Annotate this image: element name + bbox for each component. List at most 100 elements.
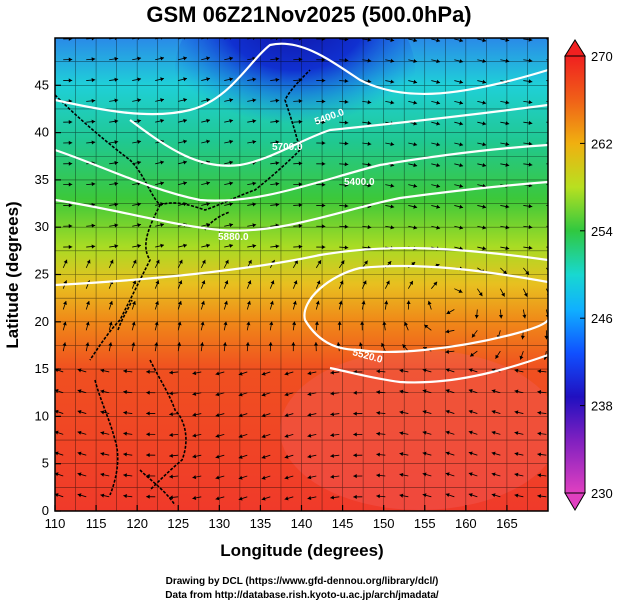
streamline-arrowhead [413, 121, 418, 126]
streamline-arrowhead [390, 79, 395, 84]
streamline-arrowhead [123, 431, 127, 436]
streamline-arrowhead [409, 280, 413, 285]
streamline-arrowhead [459, 204, 464, 209]
streamline-arrowhead [468, 368, 473, 373]
warm-region-patch [280, 350, 548, 510]
streamline-arrowhead [229, 243, 234, 248]
streamline-arrowhead [353, 453, 357, 458]
x-tick-label: 115 [86, 516, 107, 531]
streamline-arrowhead [528, 100, 533, 105]
streamline-arrowhead [192, 475, 197, 480]
streamline-arrowhead [552, 100, 556, 104]
streamline-arrowhead [522, 314, 527, 319]
streamline-arrowhead [114, 98, 119, 103]
streamline-arrowhead [552, 79, 556, 83]
streamline-arrowhead [223, 300, 228, 305]
streamline-arrowhead [275, 181, 280, 186]
streamline-arrowhead [505, 100, 510, 105]
streamline-arrowhead [445, 430, 450, 435]
streamline-arrowhead [109, 259, 114, 264]
streamline-arrowhead [413, 225, 418, 230]
streamline-arrowhead [137, 223, 142, 228]
streamline-arrowhead [468, 451, 473, 456]
streamline-arrowhead [68, 182, 73, 187]
streamline-arrowhead [413, 58, 418, 64]
streamline-arrowhead [229, 181, 234, 186]
streamline-arrowhead [55, 493, 59, 498]
y-tick-label: 20 [35, 314, 49, 329]
streamline-arrowhead [137, 56, 142, 61]
figure-title: GSM 06Z21Nov2025 (500.0hPa) [146, 2, 471, 27]
streamline-arrowhead [399, 389, 404, 394]
streamline-arrowhead [252, 202, 257, 207]
streamline-arrowhead [491, 389, 496, 394]
streamline-arrowhead [505, 246, 510, 251]
streamline-arrowhead [275, 140, 280, 145]
streamline-arrowhead [229, 223, 234, 228]
streamline-arrowhead [183, 56, 187, 61]
streamline-arrowhead [261, 475, 266, 480]
streamline-arrowhead [146, 369, 150, 374]
streamline-arrowhead [169, 474, 173, 479]
streamline-arrowhead [146, 494, 150, 499]
streamline-arrowhead [192, 495, 197, 500]
streamline-arrowhead [552, 204, 556, 208]
streamline-arrowhead [422, 410, 427, 415]
streamline-arrowhead [229, 56, 234, 61]
streamline-arrowhead [459, 79, 464, 84]
streamline-arrowhead [77, 493, 82, 498]
streamline-arrowhead [399, 431, 404, 436]
colorbar-tick-label: 246 [591, 311, 613, 326]
streamline-arrowhead [353, 390, 357, 395]
coastlines [55, 69, 311, 506]
streamline-arrowhead [146, 453, 150, 458]
streamline-arrowhead [284, 454, 289, 459]
streamline-arrowhead [55, 409, 59, 414]
streamline-arrowhead [132, 300, 136, 305]
streamline-arrowhead [252, 244, 257, 249]
streamline-arrowhead [206, 243, 210, 248]
streamline-arrowhead [108, 342, 113, 347]
streamline-arrowhead [294, 260, 298, 265]
streamline-arrowhead [177, 321, 182, 326]
streamline-arrowhead [321, 140, 326, 146]
streamline-arrowhead [275, 202, 280, 207]
streamline-arrowhead [445, 493, 450, 498]
streamline-arrowhead [482, 204, 487, 209]
streamline-arrowhead [344, 120, 349, 125]
streamline-arrowhead [284, 496, 289, 501]
streamline-arrowhead [269, 321, 274, 326]
streamline-arrowhead [100, 472, 105, 477]
streamline-arrowhead [385, 280, 390, 285]
streamline-arrowhead [435, 263, 440, 268]
streamline-arrowhead [169, 453, 173, 458]
streamline-arrowhead [390, 58, 395, 63]
streamline-arrowhead [68, 161, 73, 166]
streamline-arrowhead [376, 410, 380, 416]
streamline-arrowhead [458, 289, 463, 293]
streamline-arrowhead [505, 162, 510, 167]
streamline-arrowhead [367, 100, 372, 105]
streamline-arrowhead [422, 472, 427, 477]
streamline-arrowhead [307, 475, 312, 480]
streamline-arrowhead [544, 335, 548, 340]
plot-area: 5400.0 5700.0 5400.0 5880.0 5520.0 [55, 38, 556, 511]
streamline-arrowhead [183, 139, 187, 144]
streamline-arrowhead [358, 342, 363, 347]
streamline-arrowhead [552, 162, 556, 166]
streamline-arrowhead [284, 433, 289, 438]
streamline-arrowhead [298, 223, 303, 228]
streamline-arrowhead [261, 371, 266, 376]
streamline-arrowhead [307, 412, 312, 417]
streamline-arrowhead [55, 389, 59, 393]
streamline-arrowhead [505, 225, 510, 230]
streamline-arrowhead [100, 389, 105, 394]
streamline-arrowhead [131, 342, 136, 347]
streamline-arrowhead [528, 224, 533, 230]
streamline-arrowhead [552, 141, 556, 145]
streamline-arrowhead [321, 78, 326, 83]
streamline-arrowhead [376, 494, 380, 499]
streamline-arrowhead [367, 79, 372, 84]
streamline-arrowhead [413, 38, 418, 43]
streamline-arrowhead [528, 162, 533, 167]
